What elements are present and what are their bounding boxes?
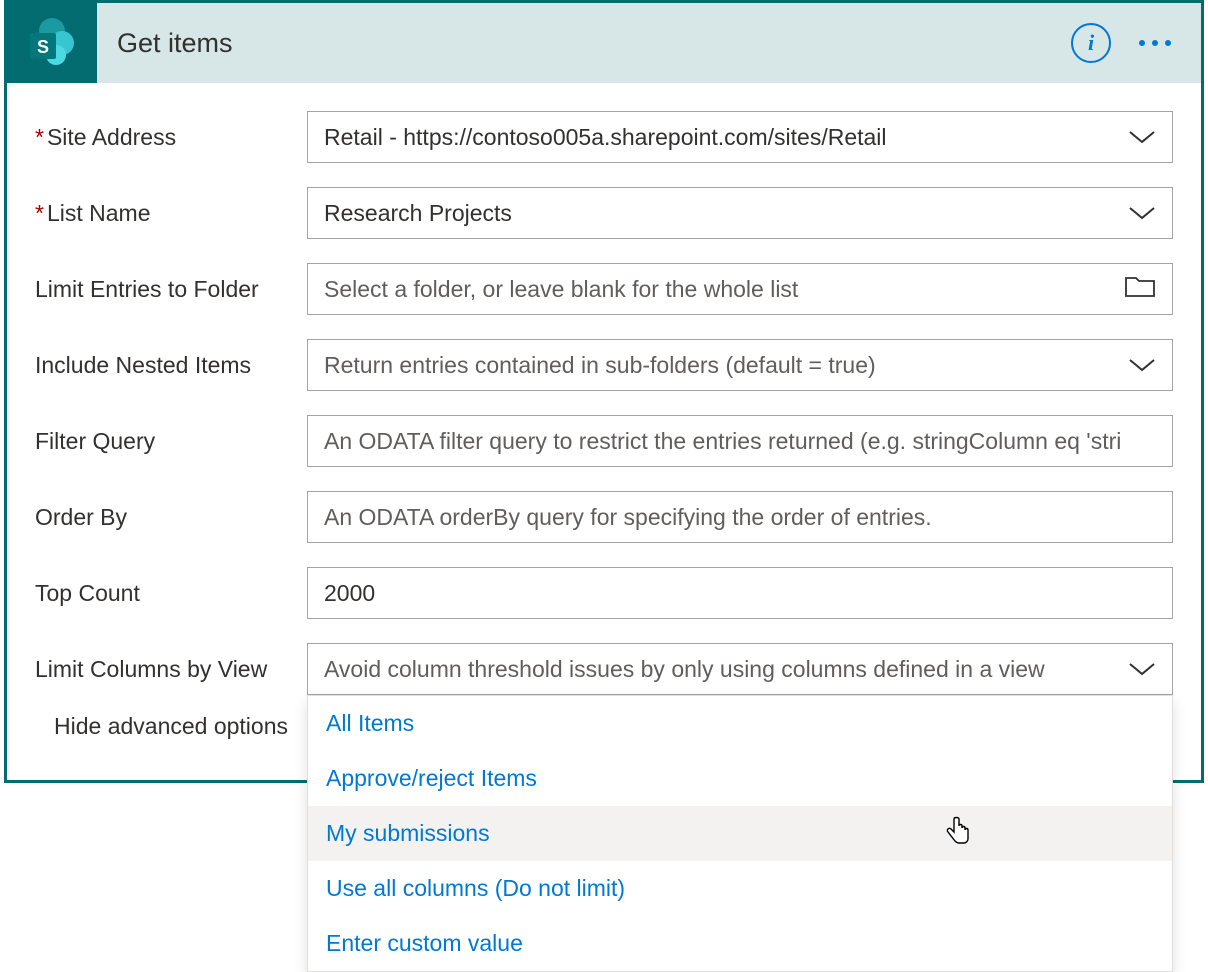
- label-list-name: *List Name: [35, 200, 307, 227]
- sharepoint-icon: S: [7, 3, 97, 83]
- list-name-value: Research Projects: [324, 200, 1118, 227]
- label-include-nested: Include Nested Items: [35, 352, 307, 379]
- row-site-address: *Site Address Retail - https://contoso00…: [35, 111, 1173, 163]
- top-count-input-wrap: [307, 567, 1173, 619]
- header-actions: i: [1071, 23, 1177, 63]
- include-nested-placeholder: Return entries contained in sub-folders …: [324, 352, 1118, 379]
- row-include-nested: Include Nested Items Return entries cont…: [35, 339, 1173, 391]
- svg-text:S: S: [37, 37, 49, 57]
- site-address-select[interactable]: Retail - https://contoso005a.sharepoint.…: [307, 111, 1173, 163]
- site-address-value: Retail - https://contoso005a.sharepoint.…: [324, 124, 1118, 151]
- limit-columns-placeholder: Avoid column threshold issues by only us…: [324, 656, 1118, 683]
- label-order-by: Order By: [35, 504, 307, 531]
- limit-folder-placeholder: Select a folder, or leave blank for the …: [324, 276, 1114, 303]
- label-filter-query: Filter Query: [35, 428, 307, 455]
- hide-advanced-toggle[interactable]: Hide advanced options: [35, 695, 307, 740]
- order-by-input[interactable]: [324, 492, 1156, 542]
- row-limit-columns: Limit Columns by View Avoid column thres…: [35, 643, 1173, 695]
- hide-advanced-label: Hide advanced options: [54, 713, 288, 740]
- more-menu-icon[interactable]: [1139, 40, 1177, 46]
- card-header: S Get items i: [7, 3, 1201, 83]
- action-card: S Get items i *Site Address Retail - htt…: [4, 0, 1204, 783]
- row-filter-query: Filter Query: [35, 415, 1173, 467]
- chevron-down-icon: [1128, 656, 1156, 683]
- card-title: Get items: [97, 28, 1071, 59]
- limit-columns-wrapper: Avoid column threshold issues by only us…: [307, 643, 1173, 695]
- limit-columns-select[interactable]: Avoid column threshold issues by only us…: [307, 643, 1173, 695]
- row-list-name: *List Name Research Projects: [35, 187, 1173, 239]
- info-icon[interactable]: i: [1071, 23, 1111, 63]
- top-count-input[interactable]: [324, 568, 1156, 618]
- dropdown-option[interactable]: Approve/reject Items: [308, 751, 1172, 806]
- row-limit-folder: Limit Entries to Folder Select a folder,…: [35, 263, 1173, 315]
- folder-icon[interactable]: [1124, 274, 1156, 304]
- order-by-input-wrap: [307, 491, 1173, 543]
- dropdown-option[interactable]: Enter custom value: [308, 916, 1172, 971]
- label-limit-columns: Limit Columns by View: [35, 656, 307, 683]
- filter-query-input[interactable]: [324, 416, 1156, 466]
- limit-columns-dropdown: All ItemsApprove/reject ItemsMy submissi…: [307, 695, 1173, 972]
- label-top-count: Top Count: [35, 580, 307, 607]
- chevron-down-icon: [1128, 124, 1156, 151]
- card-body: *Site Address Retail - https://contoso00…: [7, 83, 1201, 780]
- dropdown-option[interactable]: Use all columns (Do not limit): [308, 861, 1172, 916]
- limit-folder-select[interactable]: Select a folder, or leave blank for the …: [307, 263, 1173, 315]
- list-name-select[interactable]: Research Projects: [307, 187, 1173, 239]
- chevron-down-icon: [1128, 200, 1156, 227]
- cursor-hand-icon: [944, 816, 972, 854]
- row-order-by: Order By: [35, 491, 1173, 543]
- label-limit-folder: Limit Entries to Folder: [35, 276, 307, 303]
- include-nested-select[interactable]: Return entries contained in sub-folders …: [307, 339, 1173, 391]
- row-top-count: Top Count: [35, 567, 1173, 619]
- filter-query-input-wrap: [307, 415, 1173, 467]
- dropdown-option[interactable]: My submissions: [308, 806, 1172, 861]
- chevron-down-icon: [1128, 352, 1156, 379]
- label-site-address: *Site Address: [35, 124, 307, 151]
- dropdown-option[interactable]: All Items: [308, 696, 1172, 751]
